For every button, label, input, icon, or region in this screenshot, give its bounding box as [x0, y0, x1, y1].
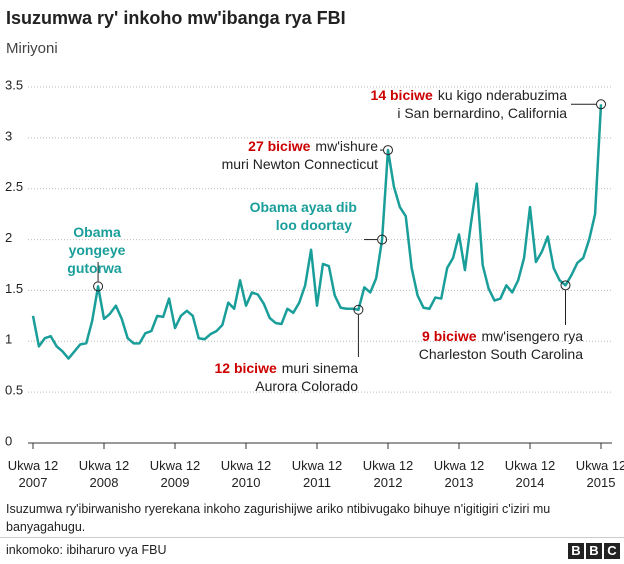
y-tick-label: 3 [5, 128, 12, 143]
footnote: Isuzumwa ry'ibirwanisho ryerekana inkoho… [6, 502, 551, 534]
y-tick-label: 1.5 [5, 281, 23, 296]
x-tick-label: Ukwa 12 2011 [291, 458, 343, 490]
y-tick-label: 0.5 [5, 383, 23, 398]
annotation-text: muri sinema Aurora Colorado [255, 360, 358, 394]
y-tick-label: 0 [5, 433, 12, 448]
annotation-text: mw'ishure muri Newton Connecticut [221, 138, 378, 172]
logo-letter: C [604, 543, 620, 559]
x-tick-label: Ukwa 12 2012 [362, 458, 414, 490]
y-tick-label: 3.5 [5, 77, 23, 92]
annotation: 27 biciwe mw'ishure muri Newton Connectic… [160, 137, 378, 173]
data-line [31, 104, 603, 360]
x-tick-label: Ukwa 12 2008 [78, 458, 130, 490]
annotation-bold: Obama yongeye gutorwa [67, 224, 126, 276]
annotation-marker [377, 234, 388, 245]
annotation: Obama yongeye gutorwa [37, 223, 157, 277]
annotation: Obama ayaa dib loo doortay [200, 198, 357, 234]
annotation-marker [383, 145, 393, 156]
annotation: 9 biciwe mw'isengero rya Charleston South… [360, 327, 583, 363]
y-tick-label: 2 [5, 230, 12, 245]
annotation-bold: 9 biciwe [422, 328, 477, 344]
x-tick-label: Ukwa 12 2009 [149, 458, 201, 490]
annotation-text: mw'isengero rya Charleston South Carolin… [418, 328, 583, 362]
annotation-text: ku kigo nderabuzima i San bernardino, Ca… [397, 87, 567, 121]
annotation: 14 biciwe ku kigo nderabuzima i San berna… [300, 86, 567, 122]
x-tick-label: Ukwa 12 2015 [575, 458, 624, 490]
annotation: 12 biciwe muri sinema Aurora Colorado [160, 359, 358, 395]
x-tick-label: Ukwa 12 2013 [433, 458, 485, 490]
logo-letter: B [568, 543, 584, 559]
annotation-bold: 12 biciwe [214, 360, 277, 376]
chart-subtitle: Miriyoni [6, 40, 58, 57]
x-tick-label: Ukwa 12 2010 [220, 458, 272, 490]
y-tick-label: 2.5 [5, 179, 23, 194]
logo-letter: B [586, 543, 602, 559]
y-tick-label: 1 [5, 332, 12, 347]
x-tick-label: Ukwa 12 2014 [504, 458, 556, 490]
annotation-bold: Obama ayaa dib loo doortay [249, 199, 357, 233]
annotation-marker [353, 304, 364, 315]
annotation-bold: 14 biciwe [370, 87, 433, 103]
annotation-marker [93, 281, 104, 292]
chart-title: Isuzumwa ry' inkoho mw'ibanga rya FBI [6, 8, 346, 28]
source: inkomoko: ibiharuro vya FBU [6, 543, 167, 557]
annotation-marker [596, 99, 606, 110]
divider [0, 537, 624, 538]
x-tick-label: Ukwa 12 2007 [7, 458, 59, 490]
annotation-bold: 27 biciwe [248, 138, 311, 154]
annotation-marker [560, 280, 571, 291]
